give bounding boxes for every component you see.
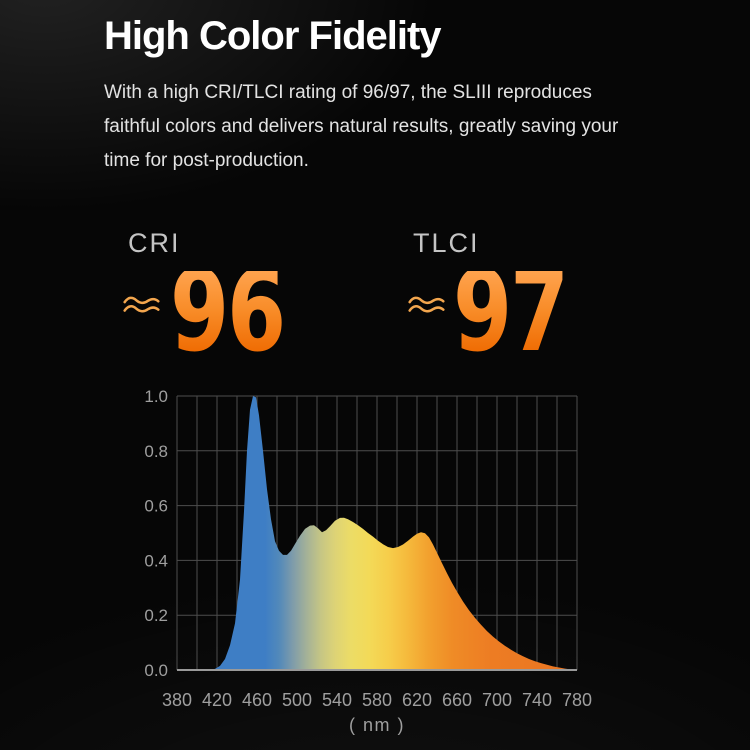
approx-wave-icon — [123, 296, 160, 313]
stat-tlci-value-row: 97 — [408, 247, 603, 377]
spectral-distribution-chart: 380 420 460 500 540 580 620 660 700 740 780 1.0 0.8 0… — [144, 387, 592, 735]
page-title: High Color Fidelity — [104, 14, 442, 58]
svg-text:500: 500 — [282, 690, 312, 710]
stat-tlci-value: 97 — [453, 247, 569, 377]
svg-text:700: 700 — [482, 690, 512, 710]
svg-text:540: 540 — [322, 690, 352, 710]
y-axis-tick-labels: 1.0 0.8 0.6 0.4 0.2 0.0 — [144, 387, 168, 680]
description: With a high CRI/TLCI rating of 96/97, th… — [104, 76, 618, 178]
svg-text:460: 460 — [242, 690, 272, 710]
svg-text:1.0: 1.0 — [144, 387, 168, 406]
svg-text:0.2: 0.2 — [144, 606, 168, 625]
description-line: With a high CRI/TLCI rating of 96/97, th… — [104, 82, 592, 103]
description-line: faithful colors and delivers natural res… — [104, 116, 619, 137]
svg-text:0.6: 0.6 — [144, 497, 168, 516]
svg-text:660: 660 — [442, 690, 472, 710]
svg-text:0.4: 0.4 — [144, 551, 168, 570]
x-axis-unit-label: ( nm ) — [349, 715, 405, 735]
stat-cri: CRI 96 — [123, 228, 320, 377]
stat-tlci: TLCI 97 — [408, 228, 603, 377]
description-line: time for post-production. — [104, 150, 309, 171]
svg-text:380: 380 — [162, 690, 192, 710]
stat-cri-value-row: 96 — [123, 247, 320, 377]
stat-cri-value: 96 — [170, 247, 286, 377]
svg-text:780: 780 — [562, 690, 592, 710]
svg-text:740: 740 — [522, 690, 552, 710]
svg-text:620: 620 — [402, 690, 432, 710]
svg-text:0.0: 0.0 — [144, 661, 168, 680]
stat-cri-label: CRI — [128, 228, 181, 258]
svg-text:0.8: 0.8 — [144, 442, 168, 461]
spectrum-area — [210, 396, 577, 670]
svg-text:420: 420 — [202, 690, 232, 710]
svg-text:580: 580 — [362, 690, 392, 710]
stat-tlci-label: TLCI — [413, 228, 480, 258]
x-axis-tick-labels: 380 420 460 500 540 580 620 660 700 740 780 — [162, 690, 592, 710]
approx-wave-icon — [408, 296, 445, 313]
